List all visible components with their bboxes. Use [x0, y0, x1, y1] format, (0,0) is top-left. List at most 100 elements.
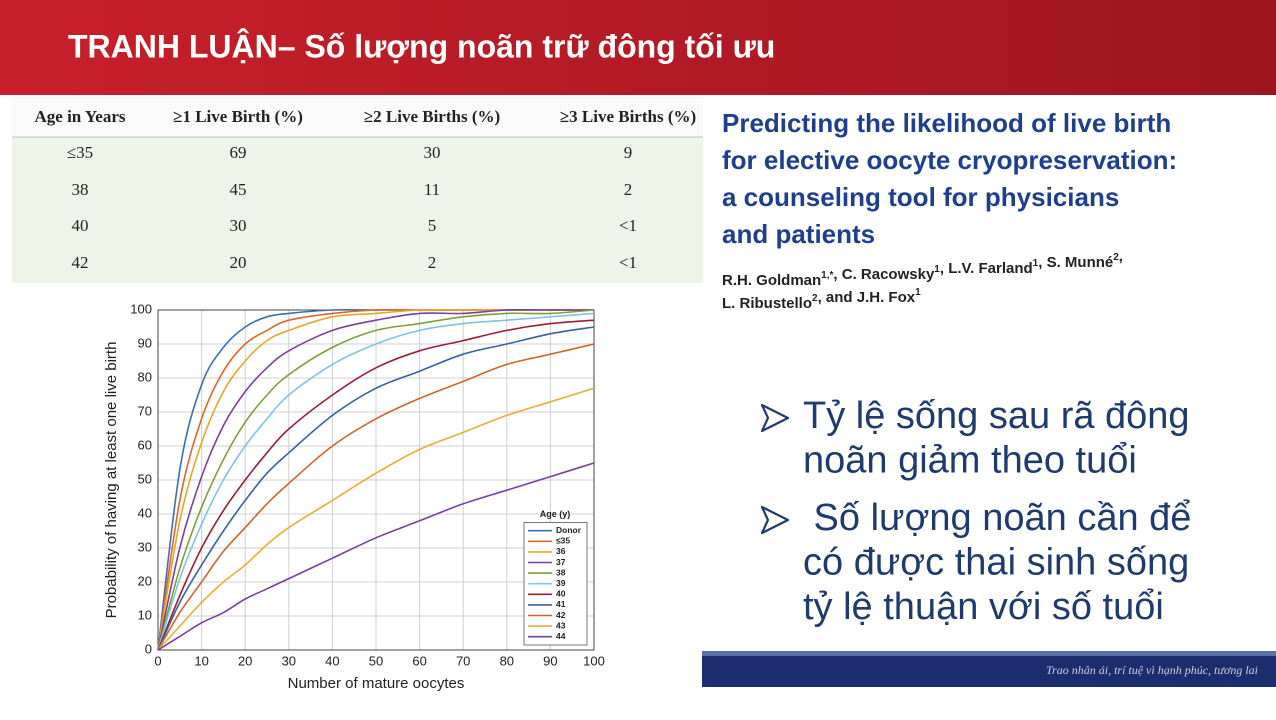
y-tick-label: 60: [138, 437, 152, 452]
y-axis-label: Probability of having at least one live …: [103, 342, 120, 619]
x-tick-label: 70: [456, 653, 470, 668]
table-cell: <1: [619, 216, 637, 235]
legend-title: Age (y): [540, 509, 571, 519]
table-cell: 30: [424, 143, 441, 162]
x-tick-label: 40: [325, 653, 339, 668]
paper-title-line: and patients: [722, 219, 875, 249]
table-header-bg: [12, 97, 703, 137]
y-tick-label: 20: [138, 573, 152, 588]
author-name: , L.V. Farland: [940, 260, 1033, 277]
table-header: Age in Years: [35, 107, 126, 126]
bullet-arrow: [760, 403, 790, 433]
x-tick-label: 50: [369, 653, 383, 668]
y-tick-label: 40: [138, 505, 152, 520]
legend-label: 41: [556, 599, 566, 609]
bullet-text: Tỷ lệ sống sau rã đông: [803, 395, 1190, 437]
table-cell: 30: [230, 216, 247, 235]
series-line: [157, 309, 595, 651]
author-line: R.H. Goldman1,*, C. Racowsky1, L.V. Farl…: [722, 248, 1123, 289]
y-tick-label: 100: [130, 301, 152, 316]
table-cell: 40: [72, 216, 89, 235]
table-body-bg: [12, 137, 703, 283]
bullet-text: có được thai sinh sống: [803, 542, 1189, 584]
legend-label: 43: [556, 620, 566, 630]
table: Age in Years ≥1 Live Birth (%) ≥2 Live Bir…: [35, 107, 697, 272]
footer-stripe: [702, 651, 1276, 656]
legend-label: 42: [556, 610, 566, 620]
table-cell: 38: [72, 180, 89, 199]
series-line: [157, 308, 594, 651]
author-name: R.H. Goldman: [722, 272, 821, 289]
series-line: [157, 462, 595, 651]
x-tick-label: 20: [238, 653, 252, 668]
x-axis-label: Number of mature oocytes: [288, 675, 465, 692]
y-tick-label: 50: [138, 471, 152, 486]
paper-title-line: a counseling tool for physicians: [722, 182, 1119, 212]
series-line: [157, 343, 595, 651]
bullet-text: tỷ lệ thuận với số tuổi: [803, 586, 1164, 628]
author-affiliation: 2: [812, 293, 818, 304]
table-cell: 2: [428, 253, 437, 272]
table-cell: 42: [72, 253, 89, 272]
y-tick-label: 70: [138, 403, 152, 418]
author-affiliation: 2: [1113, 252, 1119, 263]
footer-text: Trao nhân ái, trí tuệ vì hạnh phúc, tươn…: [1046, 663, 1258, 677]
author-line: L. Ribustello2, and J.H. Fox1: [722, 287, 921, 312]
author-name: ,: [1119, 248, 1123, 265]
header-band: [0, 0, 1276, 95]
table-cell: 11: [424, 180, 440, 199]
legend-label: 44: [556, 631, 566, 641]
footer-band: [702, 656, 1276, 687]
author-affiliation: 1: [915, 287, 921, 298]
y-tick-label: 90: [138, 335, 152, 350]
legend-label: 40: [556, 589, 566, 599]
table-cell: 2: [624, 180, 633, 199]
table-header: ≥1 Live Birth (%): [173, 107, 303, 126]
bullet-arrow: [760, 505, 790, 535]
author-name: L. Ribustello: [722, 295, 812, 312]
x-tick-label: 90: [543, 653, 557, 668]
table-header: ≥3 Live Births (%): [560, 107, 696, 126]
series-line: [157, 326, 595, 651]
legend-label: 39: [556, 578, 566, 588]
legend-label: ≤35: [556, 536, 570, 546]
paper-title-line: Predicting the likelihood of live birth: [722, 108, 1171, 138]
series-line: [157, 319, 595, 651]
series-line: [157, 312, 595, 651]
legend-label: 36: [556, 546, 566, 556]
x-tick-label: 0: [154, 653, 161, 668]
x-tick-label: 30: [282, 653, 296, 668]
table-cell: 69: [230, 143, 247, 162]
table-cell: ≤35: [67, 143, 93, 162]
y-tick-label: 30: [138, 539, 152, 554]
author-name: , S. Munné: [1038, 254, 1113, 271]
x-tick-label: 10: [194, 653, 208, 668]
legend-label: Donor: [556, 525, 582, 535]
x-tick-label: 60: [412, 653, 426, 668]
y-tick-label: 0: [145, 641, 152, 656]
author-affiliation: 1,*: [821, 270, 833, 281]
slide-title: TRANH LUẬN– Số lượng noãn trữ đông tối ư…: [68, 28, 775, 64]
y-tick-label: 80: [138, 369, 152, 384]
paper-title-line: for elective oocyte cryopreservation:: [722, 145, 1177, 175]
table-header: ≥2 Live Births (%): [364, 107, 500, 126]
x-tick-label: 100: [583, 653, 605, 668]
table-cell: 5: [428, 216, 437, 235]
author-affiliation: 1: [934, 264, 940, 275]
legend-label: 38: [556, 567, 566, 577]
y-tick-label: 10: [138, 607, 152, 622]
table-cell: 45: [230, 180, 247, 199]
x-tick-label: 80: [500, 653, 514, 668]
chart: 0 10 20 30 40 50 60 70 80 90 100 0 10 20 30 40 50 60 70 80 9…: [103, 301, 605, 692]
table-cell: 9: [624, 143, 633, 162]
author-affiliation: 1: [1033, 258, 1039, 269]
series-line: [157, 387, 595, 651]
bullet-text: Số lượng noãn cần để: [803, 497, 1191, 539]
bullet-text: noãn giảm theo tuổi: [803, 440, 1137, 482]
author-name: , and J.H. Fox: [818, 289, 916, 306]
author-name: , C. Racowsky: [833, 266, 935, 283]
